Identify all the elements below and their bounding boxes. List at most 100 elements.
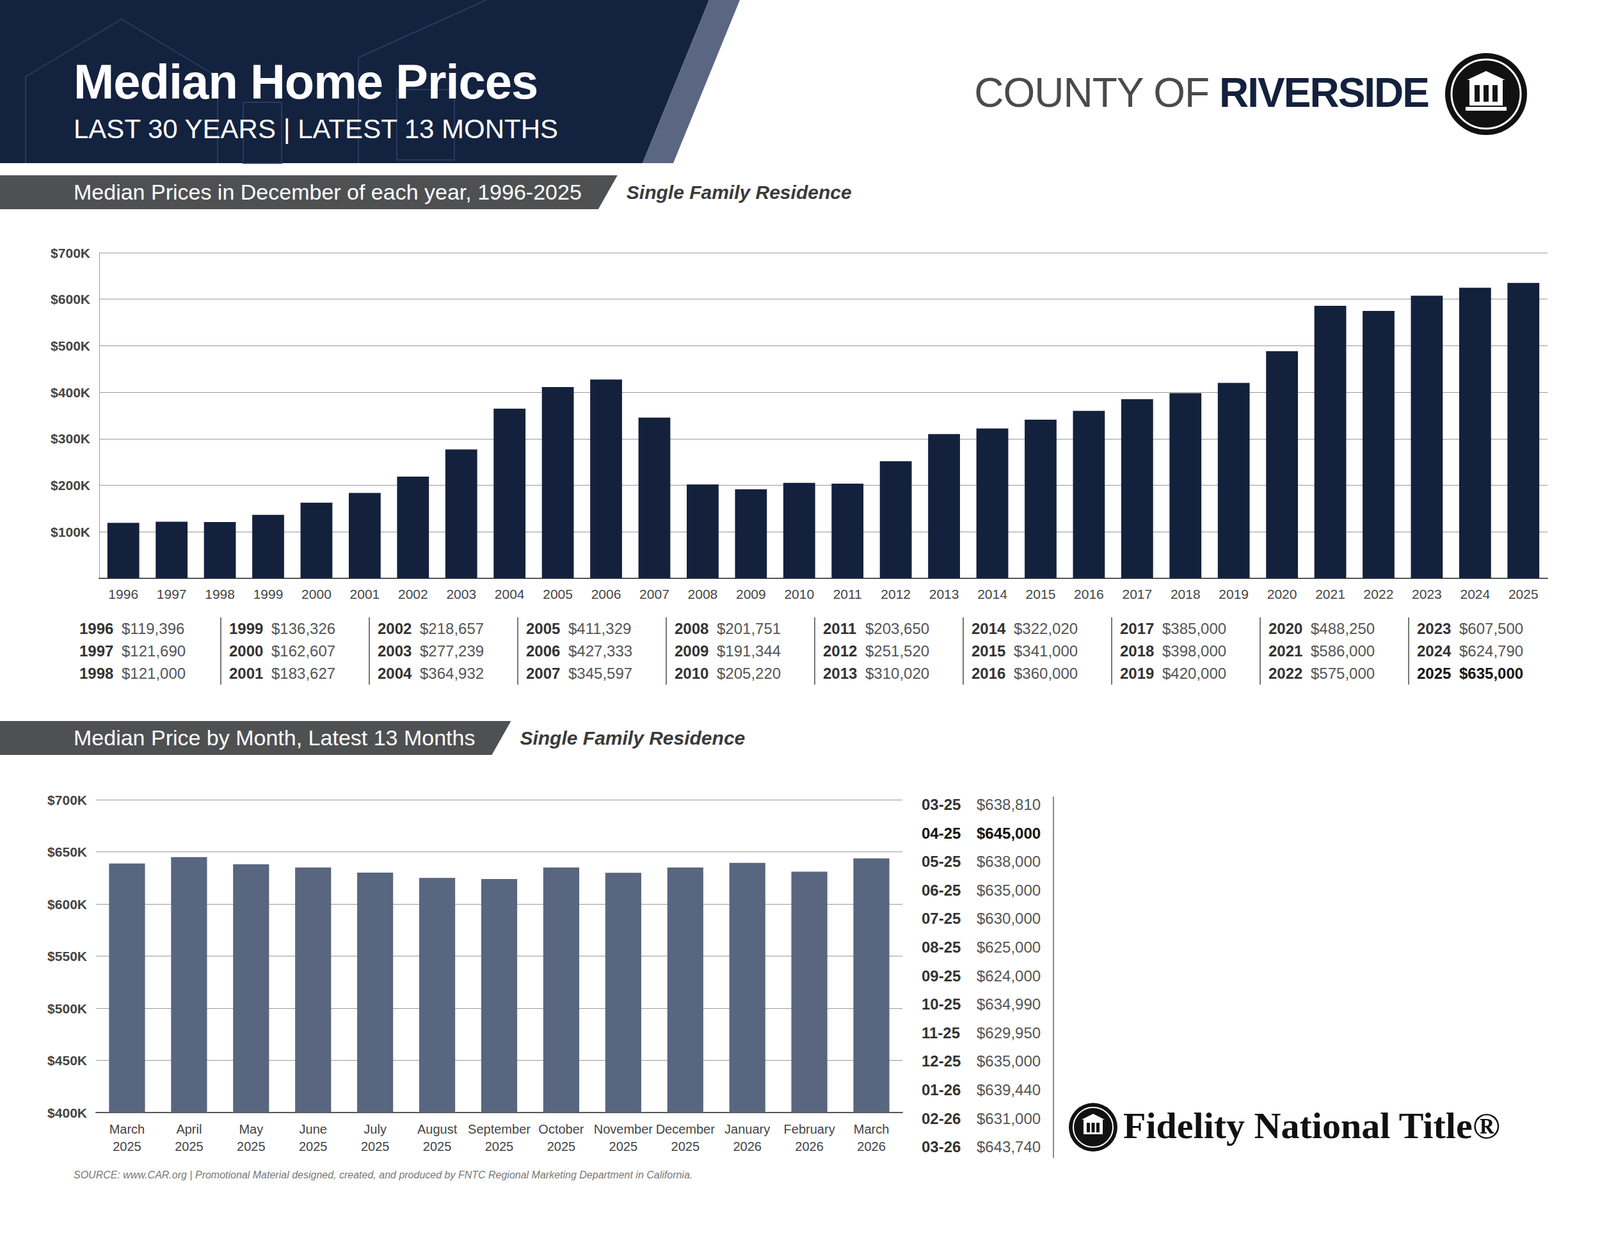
html-text:$183,627: $183,627 [271, 664, 336, 683]
svg-text:2017: 2017 [1121, 586, 1152, 602]
html-text:2010: 2010 [674, 664, 709, 683]
svg-text:2025: 2025 [236, 1139, 266, 1154]
svg-text:2025: 2025 [360, 1139, 390, 1154]
svg-text:1999: 1999 [253, 586, 284, 602]
svg-text:June: June [299, 1122, 328, 1137]
svg-text:2024: 2024 [1459, 586, 1490, 602]
html-text:2013: 2013 [823, 664, 858, 683]
svg-text:1996: 1996 [108, 586, 139, 602]
svg-text:$700K: $700K [47, 792, 88, 808]
svg-text:2004: 2004 [494, 586, 525, 602]
html-text:$575,000: $575,000 [1310, 664, 1375, 683]
svg-text:October: October [538, 1122, 584, 1137]
svg-text:$200K: $200K [50, 478, 91, 493]
html-text:$635,000: $635,000 [1459, 664, 1524, 683]
svg-text:$300K: $300K [50, 431, 91, 447]
html-text:$635,000: $635,000 [976, 881, 1041, 900]
svg-text:2025: 2025 [423, 1139, 452, 1154]
svg-text:March: March [853, 1122, 890, 1137]
html-text:2016: 2016 [971, 664, 1006, 683]
svg-text:2019: 2019 [1218, 586, 1249, 602]
html-text:06-25: 06-25 [921, 881, 961, 900]
svg-text:$550K: $550K [47, 949, 88, 964]
svg-text:July: July [363, 1122, 387, 1137]
svg-text:2020: 2020 [1267, 586, 1298, 602]
svg-text:2025: 2025 [112, 1139, 142, 1154]
html-text:Median Home Prices: Median Home Prices [73, 54, 538, 109]
html-text:2019: 2019 [1120, 664, 1155, 683]
svg-text:$500K: $500K [50, 338, 91, 354]
svg-text:May: May [238, 1122, 264, 1137]
svg-text:$600K: $600K [50, 291, 91, 307]
html-text:Single Family Residence: Single Family Residence [520, 727, 746, 749]
svg-text:$650K: $650K [47, 844, 88, 860]
svg-text:$700K: $700K [50, 245, 91, 261]
html-text:1998: 1998 [79, 664, 114, 683]
html-text:2007: 2007 [526, 664, 561, 683]
svg-text:2021: 2021 [1315, 586, 1346, 602]
svg-text:2025: 2025 [298, 1139, 328, 1154]
html-text:$420,000: $420,000 [1162, 664, 1227, 683]
svg-text:April: April [176, 1122, 202, 1137]
html-text:LAST 30 YEARS | LATEST 13 MONT: LAST 30 YEARS | LATEST 13 MONTHS [73, 113, 559, 144]
svg-text:September: September [467, 1122, 531, 1137]
svg-text:December: December [656, 1122, 716, 1137]
svg-text:2013: 2013 [929, 586, 960, 602]
svg-text:2025: 2025 [671, 1139, 701, 1154]
svg-text:2010: 2010 [784, 586, 815, 602]
html-text:2022: 2022 [1268, 664, 1303, 683]
svg-text:2002: 2002 [398, 586, 429, 602]
svg-text:$500K: $500K [47, 1001, 88, 1017]
svg-text:2006: 2006 [591, 586, 622, 602]
svg-text:February: February [784, 1122, 836, 1137]
html-text:Fidelity National Title®: Fidelity National Title® [1123, 1105, 1501, 1147]
html-text:Single Family Residence: Single Family Residence [626, 181, 852, 203]
svg-text:2018: 2018 [1170, 586, 1201, 602]
svg-text:August: August [417, 1122, 458, 1137]
svg-text:2012: 2012 [880, 586, 911, 602]
svg-text:2026: 2026 [732, 1139, 762, 1154]
svg-text:2025: 2025 [547, 1139, 576, 1154]
svg-text:March: March [109, 1122, 146, 1137]
svg-text:2026: 2026 [794, 1139, 824, 1154]
svg-text:$600K: $600K [47, 897, 88, 912]
html-text:Median Prices in December of e: Median Prices in December of each year, … [73, 179, 582, 205]
svg-text:$400K: $400K [47, 1105, 88, 1121]
html-text:$364,932: $364,932 [419, 664, 484, 683]
html-text:$360,000: $360,000 [1013, 664, 1078, 683]
svg-text:2011: 2011 [833, 586, 863, 602]
svg-text:2022: 2022 [1363, 586, 1394, 602]
svg-text:November: November [593, 1122, 654, 1137]
svg-text:2015: 2015 [1025, 586, 1056, 602]
svg-text:1997: 1997 [156, 586, 187, 602]
svg-text:2007: 2007 [639, 586, 670, 602]
svg-text:2016: 2016 [1073, 586, 1104, 602]
svg-text:2025: 2025 [1508, 586, 1539, 602]
html-text:COUNTY OF RIVERSIDE: COUNTY OF RIVERSIDE [974, 69, 1429, 116]
html-text:$121,000: $121,000 [121, 664, 186, 683]
svg-text:$100K: $100K [50, 524, 91, 540]
svg-text:1998: 1998 [204, 586, 235, 602]
svg-text:$400K: $400K [50, 385, 91, 400]
svg-text:January: January [724, 1122, 770, 1137]
svg-text:2008: 2008 [688, 586, 719, 602]
html-text:2001: 2001 [229, 664, 264, 683]
svg-text:$450K: $450K [47, 1053, 88, 1069]
html-text:2004: 2004 [377, 664, 412, 683]
svg-text:2014: 2014 [977, 586, 1008, 602]
html-text:2025: 2025 [1416, 664, 1452, 683]
svg-text:2025: 2025 [609, 1139, 639, 1154]
html-text:$310,020: $310,020 [865, 664, 930, 683]
svg-text:2025: 2025 [485, 1139, 514, 1154]
html-text:$345,597: $345,597 [568, 664, 633, 683]
svg-text:2026: 2026 [856, 1139, 886, 1154]
svg-text:2003: 2003 [446, 586, 477, 602]
svg-text:2005: 2005 [542, 586, 573, 602]
html-text:Median Price by Month, Latest: Median Price by Month, Latest 13 Months [73, 725, 476, 751]
svg-text:2000: 2000 [301, 586, 332, 602]
svg-text:2009: 2009 [736, 586, 767, 602]
svg-text:2023: 2023 [1411, 586, 1442, 602]
svg-text:2001: 2001 [350, 586, 381, 602]
svg-text:2025: 2025 [174, 1139, 204, 1154]
html-text:$205,220: $205,220 [716, 664, 781, 683]
